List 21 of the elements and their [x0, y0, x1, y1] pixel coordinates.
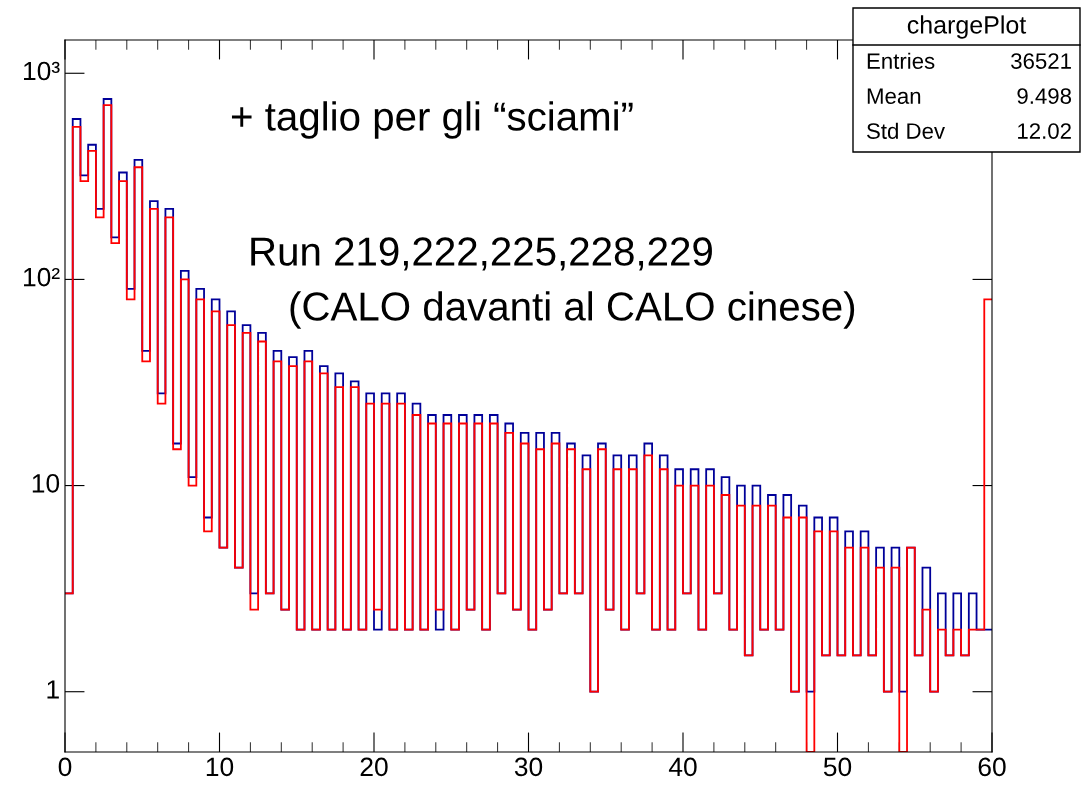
y-tick-label: 10³ [24, 61, 60, 81]
x-tick-label: 10 [206, 757, 234, 777]
annotation: Std Dev [867, 122, 945, 139]
text: 36521 [1011, 53, 1071, 69]
annotation: + taglio per gli “sciami” [231, 101, 633, 139]
x-tick-label: 20 [360, 757, 388, 777]
x-tick-label: 40 [668, 757, 697, 777]
annotation: Mean [867, 88, 921, 104]
text: 12.02 [1018, 123, 1071, 139]
annotation: Entries [867, 52, 935, 69]
x-tick-label: 60 [978, 757, 1006, 777]
text: 9.498 [1017, 88, 1072, 104]
y-tick-label: 10 [32, 473, 60, 493]
text: chargePlot [907, 15, 1027, 39]
x-tick-label: 0 [58, 757, 72, 777]
annotation: (CALO davanti al CALO cinese) [290, 291, 855, 329]
annotation: Run 219,222,225,228,229 [251, 237, 712, 271]
y-tick-label: 1 [47, 680, 59, 699]
x-tick-label: 50 [823, 757, 852, 777]
x-tick-label: 30 [514, 757, 543, 777]
y-tick-label: 10² [24, 267, 60, 287]
